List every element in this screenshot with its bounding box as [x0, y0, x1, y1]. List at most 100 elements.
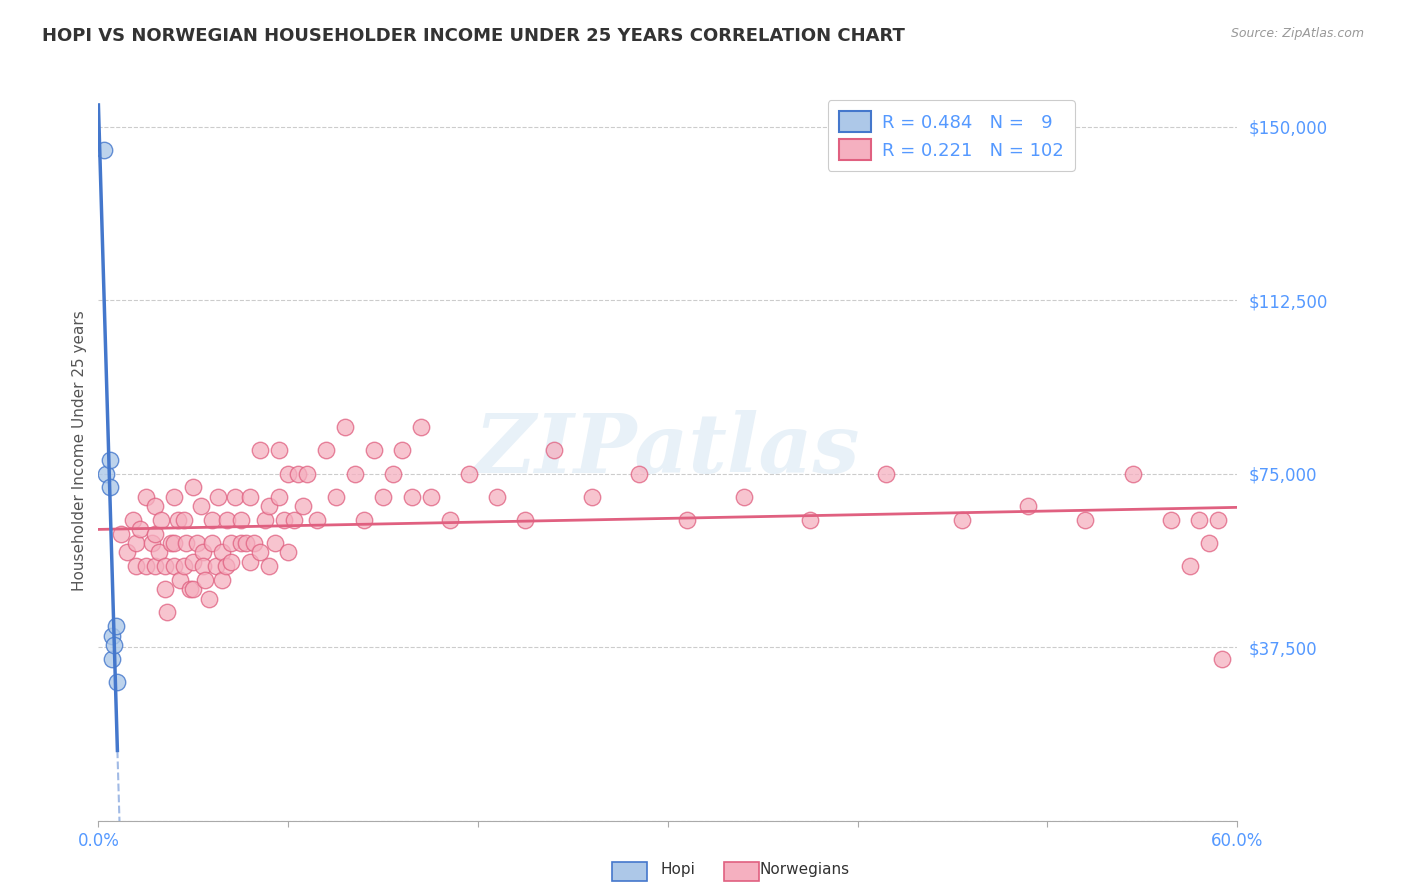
Point	[259, 499, 281, 513]
Point	[254, 513, 277, 527]
Point	[239, 490, 262, 504]
Point	[107, 674, 129, 689]
Point	[371, 490, 394, 504]
Point	[221, 554, 243, 569]
Point	[125, 559, 148, 574]
Text: ZIPatlas: ZIPatlas	[475, 410, 860, 491]
Point	[353, 513, 375, 527]
Point	[183, 582, 205, 597]
Point	[628, 467, 651, 481]
Point	[229, 536, 252, 550]
Point	[153, 559, 176, 574]
Point	[207, 490, 229, 504]
Point	[243, 536, 266, 550]
Point	[235, 536, 257, 550]
Point	[148, 545, 170, 559]
Point	[581, 490, 603, 504]
Point	[283, 513, 305, 527]
Point	[315, 443, 337, 458]
Point	[129, 522, 152, 536]
Point	[217, 513, 239, 527]
Point	[676, 513, 699, 527]
Point	[799, 513, 821, 527]
Point	[191, 559, 214, 574]
Point	[875, 467, 897, 481]
Point	[173, 559, 195, 574]
Point	[249, 545, 271, 559]
Point	[214, 559, 236, 574]
Point	[1074, 513, 1097, 527]
Point	[277, 467, 299, 481]
Point	[145, 526, 167, 541]
Point	[163, 559, 186, 574]
Point	[950, 513, 973, 527]
Point	[163, 536, 186, 550]
Point	[169, 573, 191, 587]
Point	[186, 536, 208, 550]
Point	[1160, 513, 1182, 527]
Point	[98, 452, 121, 467]
Point	[159, 536, 181, 550]
Point	[486, 490, 509, 504]
Point	[150, 513, 173, 527]
Point	[229, 513, 252, 527]
Point	[201, 536, 224, 550]
Point	[249, 443, 271, 458]
Text: Hopi: Hopi	[661, 863, 696, 877]
Point	[273, 513, 295, 527]
Point	[224, 490, 246, 504]
Point	[343, 467, 366, 481]
Point	[211, 573, 233, 587]
Point	[239, 554, 262, 569]
Point	[411, 420, 433, 434]
Point	[543, 443, 565, 458]
Point	[335, 420, 357, 434]
Point	[515, 513, 537, 527]
Point	[305, 513, 328, 527]
Point	[1211, 651, 1233, 665]
Point	[733, 490, 755, 504]
Point	[363, 443, 385, 458]
Point	[439, 513, 461, 527]
Point	[135, 490, 157, 504]
Point	[221, 536, 243, 550]
Point	[277, 545, 299, 559]
Point	[259, 559, 281, 574]
Point	[93, 143, 115, 157]
Point	[401, 490, 423, 504]
Point	[1018, 499, 1040, 513]
Point	[190, 499, 212, 513]
Point	[183, 554, 205, 569]
Point	[153, 582, 176, 597]
Point	[104, 619, 127, 633]
Point	[205, 559, 228, 574]
Point	[110, 526, 132, 541]
Point	[1122, 467, 1144, 481]
Point	[419, 490, 441, 504]
Point	[197, 591, 219, 606]
Point	[297, 467, 319, 481]
Point	[100, 651, 122, 665]
Point	[457, 467, 479, 481]
Point	[94, 467, 117, 481]
Y-axis label: Householder Income Under 25 years: Householder Income Under 25 years	[72, 310, 87, 591]
Point	[115, 545, 138, 559]
Text: HOPI VS NORWEGIAN HOUSEHOLDER INCOME UNDER 25 YEARS CORRELATION CHART: HOPI VS NORWEGIAN HOUSEHOLDER INCOME UND…	[42, 27, 905, 45]
Point	[183, 480, 205, 494]
Point	[141, 536, 163, 550]
Point	[1198, 536, 1220, 550]
Text: Norwegians: Norwegians	[759, 863, 849, 877]
Point	[100, 628, 122, 642]
Point	[292, 499, 315, 513]
Point	[287, 467, 309, 481]
Point	[264, 536, 287, 550]
Point	[179, 582, 201, 597]
Point	[174, 536, 197, 550]
Point	[135, 559, 157, 574]
Point	[267, 443, 290, 458]
Point	[381, 467, 404, 481]
Point	[1188, 513, 1211, 527]
Point	[145, 499, 167, 513]
Point	[267, 490, 290, 504]
Point	[167, 513, 190, 527]
